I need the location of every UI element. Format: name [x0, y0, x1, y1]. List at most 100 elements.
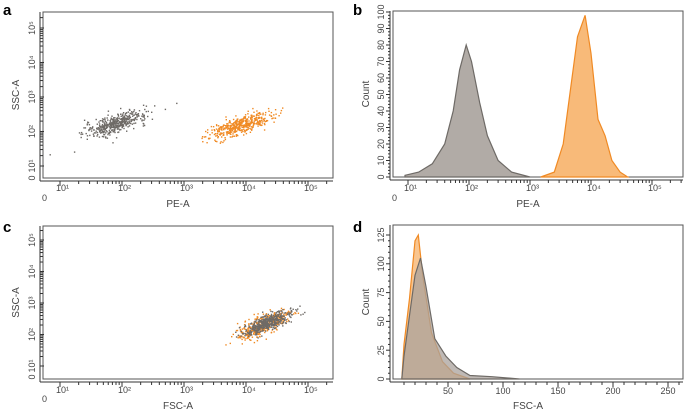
scatter-point: [263, 320, 265, 322]
y-tick-label: 75: [376, 288, 386, 298]
scatter-point: [259, 318, 261, 320]
scatter-point: [114, 117, 116, 119]
scatter-point: [281, 318, 283, 321]
scatter-point: [248, 328, 250, 330]
scatter-point: [268, 314, 271, 317]
scatter-point: [229, 129, 231, 132]
scatter-point: [256, 114, 258, 116]
scatter-point: [221, 136, 223, 138]
scatter-point: [98, 123, 101, 125]
scatter-point: [206, 142, 208, 144]
scatter-point: [112, 118, 115, 120]
y-tick-label: 10²: [27, 328, 37, 341]
scatter-point: [103, 131, 105, 134]
scatter-point: [112, 122, 114, 124]
scatter-point: [251, 336, 254, 338]
scatter-point: [90, 127, 92, 129]
scatter-point: [277, 319, 280, 321]
scatter-point: [262, 320, 264, 323]
scatter-point: [251, 118, 253, 120]
scatter-point: [229, 132, 231, 135]
scatter-point: [278, 313, 280, 316]
scatter-point: [241, 122, 243, 124]
scatter-point: [230, 133, 232, 135]
scatter-point: [242, 124, 244, 126]
panel-d: d 50 100 150 200 250 FSC-A Count 0 25 50 75 100 125: [353, 219, 684, 411]
scatter-point: [105, 132, 107, 134]
scatter-point: [220, 128, 223, 130]
scatter-point: [283, 312, 285, 314]
scatter-point: [252, 115, 255, 117]
scatter-point: [285, 314, 287, 316]
scatter-point: [123, 121, 126, 124]
panel-label: c: [3, 219, 11, 236]
scatter-point: [275, 321, 277, 323]
scatter-point: [144, 118, 146, 120]
y-tick-label: 90: [376, 23, 386, 33]
scatter-point: [125, 112, 128, 114]
scatter-point: [243, 124, 245, 126]
scatter-point: [103, 134, 105, 136]
scatter-point: [266, 325, 269, 327]
scatter-point: [254, 334, 257, 336]
scatter-point: [115, 121, 117, 124]
scatter-point: [142, 116, 144, 118]
scatter-point: [211, 132, 213, 134]
scatter-point: [143, 124, 146, 127]
scatter-point: [112, 129, 114, 131]
scatter-point: [123, 115, 126, 118]
scatter-point: [99, 130, 101, 133]
scatter-point: [289, 312, 291, 315]
scatter-point: [216, 140, 218, 143]
scatter-point: [268, 320, 271, 322]
scatter-point: [215, 128, 218, 130]
scatter-point: [251, 329, 253, 332]
panel-b: b 0 10¹ 10² 10³ 10⁴ 10⁵ PE-A Count 0 10 20 30 40 50 60 7…: [353, 2, 684, 210]
scatter-point: [209, 137, 211, 139]
scatter-point: [113, 126, 115, 128]
scatter-point: [250, 122, 253, 124]
scatter-point: [247, 124, 249, 127]
scatter-point: [113, 117, 115, 119]
scatter-point: [263, 319, 266, 322]
scatter-point: [114, 128, 116, 131]
scatter-point: [264, 330, 267, 332]
scatter-point: [279, 321, 281, 323]
scatter-point: [273, 324, 276, 326]
scatter-point: [265, 327, 267, 329]
scatter-point: [251, 328, 253, 330]
y-tick-label: 125: [376, 227, 386, 242]
scatter-point: [103, 130, 106, 132]
scatter-point: [119, 122, 122, 125]
scatter-point: [255, 331, 257, 333]
scatter-point: [120, 128, 122, 131]
scatter-point: [259, 122, 261, 124]
scatter-point: [236, 120, 239, 122]
scatter-point: [113, 125, 115, 128]
scatter-point: [253, 341, 256, 344]
scatter-point: [128, 116, 130, 118]
scatter-point: [225, 344, 227, 346]
scatter-point: [282, 318, 284, 320]
scatter-point: [281, 322, 283, 325]
scatter-point: [201, 136, 204, 138]
scatter-point: [288, 314, 291, 316]
scatter-point: [111, 115, 113, 117]
scatter-point: [233, 125, 235, 127]
scatter-point: [214, 140, 217, 142]
scatter-point: [118, 128, 120, 130]
scatter-point: [226, 128, 229, 130]
scatter-point: [270, 324, 272, 326]
y-tick-label: 0: [376, 376, 386, 381]
scatter-point: [281, 321, 283, 323]
scatter-point: [219, 128, 221, 130]
x-tick-label: 10⁴: [242, 183, 256, 193]
scatter-point: [214, 133, 217, 135]
scatter-point: [132, 115, 134, 117]
scatter-point: [125, 123, 128, 125]
scatter-point: [251, 129, 253, 131]
scatter-point: [133, 114, 135, 116]
scatter-point: [103, 118, 105, 121]
scatter-point: [132, 112, 134, 114]
scatter-point: [287, 313, 289, 316]
